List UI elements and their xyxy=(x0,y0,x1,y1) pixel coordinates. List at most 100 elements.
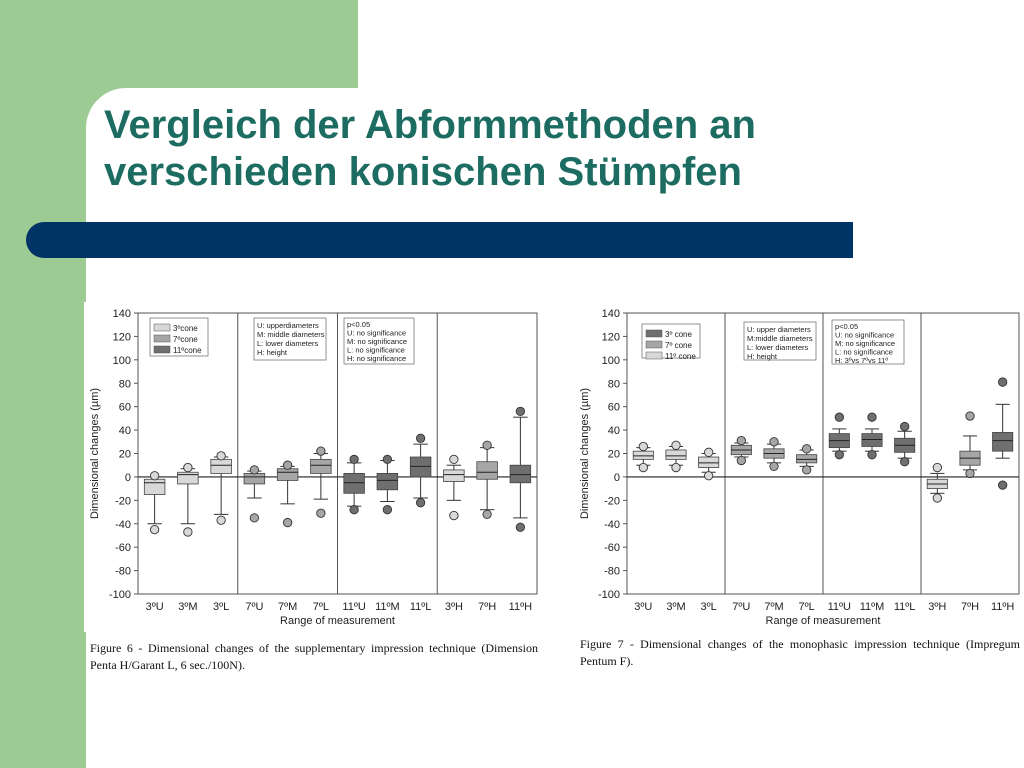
outlier-point xyxy=(671,462,681,473)
outlier-point xyxy=(769,461,779,472)
outlier-point xyxy=(736,435,746,446)
box-11ºM xyxy=(376,473,399,491)
x-tick-label: 11ºU xyxy=(828,601,851,613)
box-11ºH xyxy=(509,464,532,484)
x-tick-label: 3ºH xyxy=(928,601,946,613)
legend-significance-line: U: no significance xyxy=(835,331,894,340)
y-tick-label: 120 xyxy=(113,331,131,343)
y-tick-label: -20 xyxy=(604,495,620,507)
x-axis-label: Range of measurement xyxy=(280,615,395,627)
outlier-point xyxy=(704,471,714,481)
legend-swatch xyxy=(153,323,171,332)
x-tick-label: 7ºM xyxy=(764,601,783,613)
legend-swatch xyxy=(153,345,171,354)
legend-significance-line: U: no significance xyxy=(347,329,406,338)
box-11ºL xyxy=(409,456,432,478)
outlier-point xyxy=(349,505,359,515)
legend-significance-box xyxy=(343,317,415,365)
legend-cone-label: 7º cone xyxy=(665,341,692,350)
y-tick-label: -20 xyxy=(115,495,131,507)
box-3ºL xyxy=(698,456,720,468)
outlier-point xyxy=(449,454,459,465)
outlier-point xyxy=(769,437,779,447)
outlier-point xyxy=(932,493,942,503)
legend-swatch xyxy=(645,329,663,338)
box-7ºM xyxy=(276,468,299,481)
x-tick-label: 11ºM xyxy=(860,601,885,613)
y-tick-label: -100 xyxy=(109,589,131,601)
outlier-point xyxy=(867,412,877,422)
outlier-point xyxy=(183,527,193,537)
x-tick-label: 7ºU xyxy=(732,601,750,613)
box-3ºM xyxy=(177,471,199,485)
outlier-point xyxy=(704,447,714,457)
box-3ºU xyxy=(143,478,166,495)
boxplot-chart-fig6: 140 120 100 80 60 40 20 0 -20 -40 -60 -80 -100 Dimens… xyxy=(84,302,540,632)
outlier-point xyxy=(932,462,942,473)
y-tick-label: 60 xyxy=(608,402,620,414)
x-tick-label: 3ºL xyxy=(701,601,717,613)
box-3ºM xyxy=(665,449,687,460)
outlier-point xyxy=(834,412,844,422)
legend-significance-line: M: no significance xyxy=(347,337,407,346)
outlier-point xyxy=(834,450,844,460)
outlier-point xyxy=(482,509,492,520)
outlier-point xyxy=(867,450,877,460)
top-green-band xyxy=(86,0,358,88)
legend-meaning-line: H: height xyxy=(257,348,288,357)
box-7ºL xyxy=(310,458,332,474)
legend-significance-line: p<0.05 xyxy=(835,322,858,331)
outlier-point xyxy=(415,433,426,443)
x-tick-label: 7ºM xyxy=(278,601,297,613)
y-tick-label: -100 xyxy=(598,589,620,601)
x-tick-label: 7ºL xyxy=(799,601,815,613)
legend-swatch xyxy=(645,351,663,360)
y-tick-label: 100 xyxy=(113,355,131,367)
outlier-point xyxy=(282,517,293,528)
left-green-band xyxy=(0,0,86,768)
legend-meaning-line: U: upperdiameters xyxy=(257,321,319,330)
legend-meaning-line: L: lower diameters xyxy=(747,343,809,352)
y-tick-label: 120 xyxy=(602,331,620,343)
box-11ºH xyxy=(992,432,1014,452)
legend-meaning-line: L: lower diameters xyxy=(257,339,319,348)
legend-cone-label: 11ºcone xyxy=(173,346,202,355)
outlier-point xyxy=(802,444,812,454)
y-tick-label: 40 xyxy=(119,425,131,437)
x-axis-label: Range of measurement xyxy=(766,615,881,627)
title-underline-bar xyxy=(26,222,853,258)
y-tick-label: 60 xyxy=(119,402,131,414)
outlier-point xyxy=(449,510,459,521)
x-tick-label: 7ºH xyxy=(478,601,496,613)
outlier-point xyxy=(183,462,193,473)
y-axis-label: Dimensional changes (µm) xyxy=(579,388,591,519)
outlier-point xyxy=(965,411,975,421)
outlier-point xyxy=(149,524,160,535)
legend-significance-line: H: no significance xyxy=(347,354,406,363)
box-7ºU xyxy=(243,473,266,485)
y-tick-label: 140 xyxy=(602,308,620,320)
x-tick-label: 3ºU xyxy=(634,601,652,613)
x-tick-label: 11ºH xyxy=(509,601,532,613)
x-tick-label: 11ºH xyxy=(991,601,1014,613)
x-tick-label: 3ºH xyxy=(445,601,463,613)
legend-cone-label: 3ºcone xyxy=(173,324,198,333)
box-3ºU xyxy=(632,450,654,460)
outlier-point xyxy=(415,498,426,508)
outlier-point xyxy=(998,377,1008,387)
box-7ºH xyxy=(476,461,498,480)
outlier-point xyxy=(482,440,492,450)
boxplot-chart-fig7: 140 120 100 80 60 40 20 0 -20 -40 -60 -80 -100 Dimens… xyxy=(578,302,1022,632)
legend-significance-line: L: no significance xyxy=(835,348,893,357)
x-tick-label: 3ºL xyxy=(213,601,229,613)
outlier-point xyxy=(736,455,746,466)
x-tick-label: 3ºM xyxy=(666,601,685,613)
outlier-point xyxy=(965,468,975,479)
legend-swatch xyxy=(153,334,171,343)
y-tick-label: 100 xyxy=(602,355,620,367)
figure7-caption: Figure 7 - Dimensional changes of the mo… xyxy=(580,637,1020,668)
y-tick-label: -40 xyxy=(115,519,131,531)
outlier-point xyxy=(382,454,393,465)
box-3ºL xyxy=(210,458,232,474)
y-tick-label: -80 xyxy=(115,566,131,578)
